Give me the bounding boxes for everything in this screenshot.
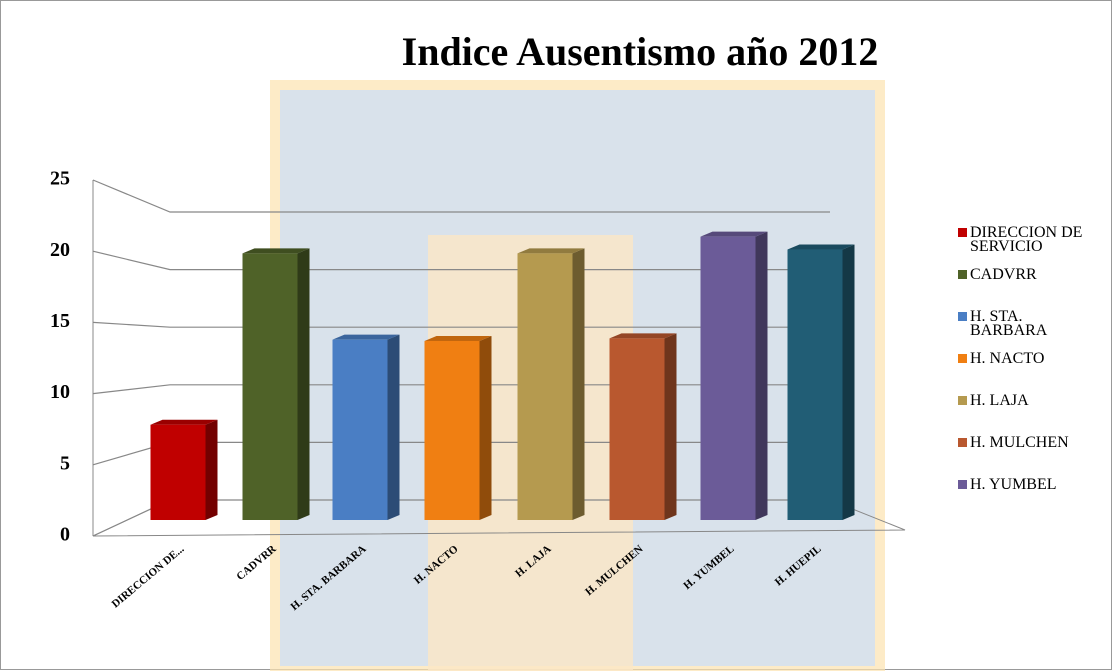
grid-line [92,179,830,213]
legend-label: H. LAJA [970,392,1029,409]
bar [700,236,756,520]
bar-side [842,244,855,520]
bar-top [700,231,768,237]
legend-swatch [958,396,967,405]
bar-top [609,333,677,339]
bar-top [787,244,855,250]
bar-side [572,248,585,520]
y-tick-label: 5 [60,452,70,474]
legend-swatch [958,228,967,237]
bar-side [387,334,400,520]
bar-side [297,248,310,520]
bar [517,253,573,520]
bar [424,340,480,520]
y-tick-label: 25 [50,168,70,190]
legend-swatch [958,312,967,321]
legend-swatch [958,438,967,447]
legend-label: H. MULCHEN [970,434,1069,451]
y-tick-label: 0 [60,524,70,546]
legend-label: H. NACTO [970,350,1045,367]
legend-swatch [958,354,967,363]
bar-side [664,333,677,520]
y-tick-label: 20 [50,239,70,261]
bar [787,249,843,520]
bar [332,339,388,520]
bar [609,338,665,520]
bar-side [205,419,218,520]
grid-line [92,250,830,271]
bar-top [332,334,400,340]
grid-line [92,321,830,328]
legend-entry: H. LAJA [958,392,1088,409]
legend-label: H. STA. BARBARA [970,308,1048,339]
legend-entry: H. STA. BARBARA [958,308,1088,339]
legend-label: DIRECCION DE SERVICIO [970,224,1083,255]
legend-swatch [958,270,967,279]
bar-side [755,231,768,520]
legend-swatch [958,480,967,489]
legend-entry: H. YUMBEL [958,476,1088,493]
bar [150,424,206,520]
bar-top [424,335,492,341]
bar-top [242,248,310,254]
legend-entry: DIRECCION DE SERVICIO [958,224,1088,255]
legend-label: CADVRR [970,266,1037,283]
legend-label: H. YUMBEL [970,476,1057,493]
bar [242,253,298,520]
y-tick-label: 10 [50,381,70,403]
bar-top [517,248,585,254]
y-tick-label: 15 [50,310,70,332]
legend-entry: CADVRR [958,266,1088,283]
bar-side [479,335,492,520]
legend-entry: H. NACTO [958,350,1088,367]
bar-top [150,419,218,425]
chart-title: Indice Ausentismo año 2012 [402,29,879,74]
legend-entry: H. MULCHEN [958,434,1088,451]
